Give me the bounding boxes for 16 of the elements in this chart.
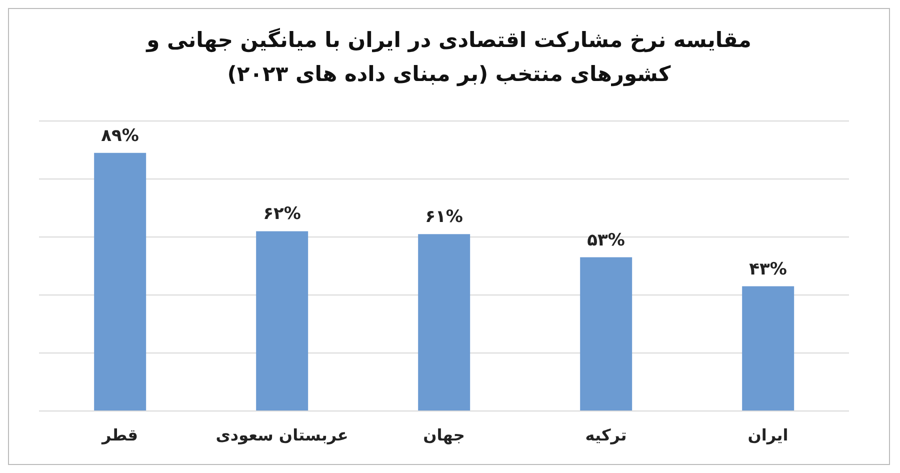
bar [742, 286, 794, 411]
x-tick-label: ایران [748, 425, 788, 444]
x-tick-label: جهان [423, 425, 465, 444]
bar [580, 257, 632, 411]
bar [256, 231, 308, 411]
x-tick-label: ترکیه [585, 425, 627, 444]
chart-title: مقایسه نرخ مشارکت اقتصادی در ایران با میانگین جهانی و کشورهای منتخب (بر مبنای داده های ۲۰۲۳) [144, 27, 752, 88]
bar [418, 234, 470, 411]
data-label: ۴۳% [749, 259, 787, 280]
data-label: ۶۱% [425, 207, 463, 228]
data-label: ۶۲% [263, 204, 301, 224]
data-label: ۸۹% [101, 126, 139, 146]
x-tick-label: عربستان سعودی [216, 425, 348, 444]
x-tick-label: قطر [100, 425, 138, 444]
data-label: ۵۳% [587, 230, 625, 250]
bar [94, 152, 146, 411]
